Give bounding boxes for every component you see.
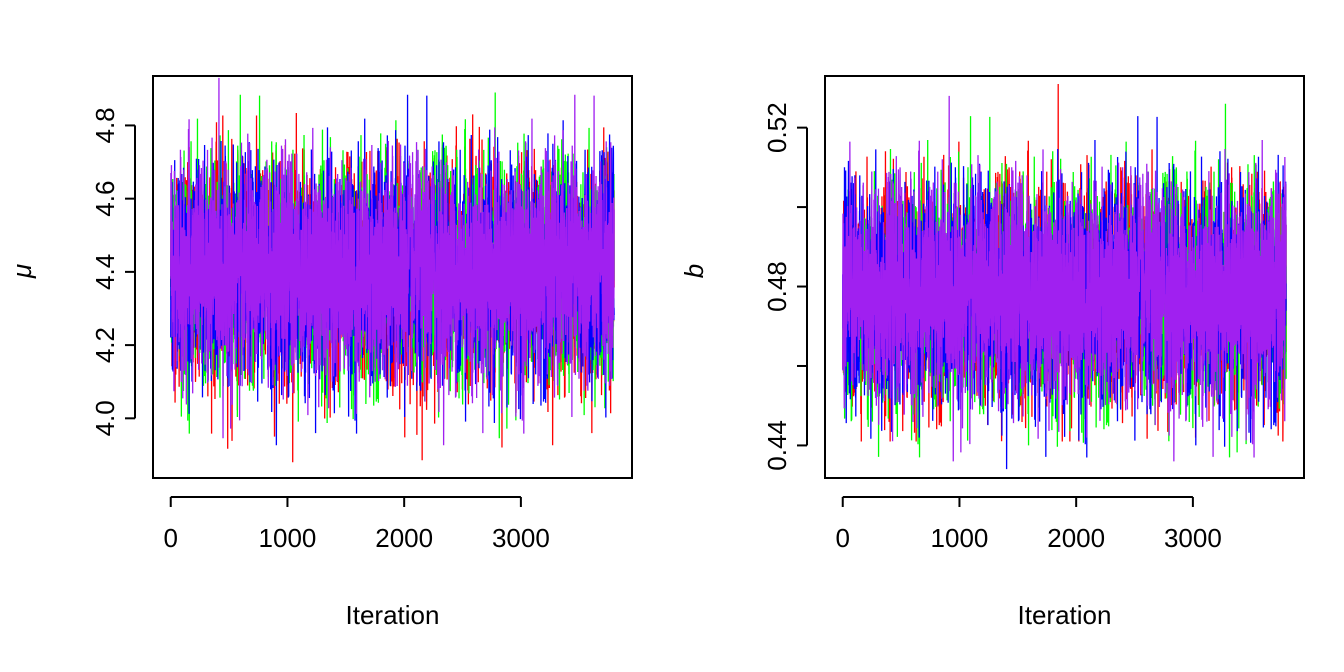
x-tick-label: 0 xyxy=(836,523,850,553)
y-tick-label: 4.0 xyxy=(90,400,120,436)
x-tick-label: 0 xyxy=(164,523,178,553)
x-tick-label: 3000 xyxy=(492,523,550,553)
trace-panel-b: 0 1000 2000 3000 0.44 0.48 0.52 Iteration b xyxy=(679,75,1305,630)
series-layer xyxy=(170,77,615,463)
y-tick-label: 0.48 xyxy=(762,261,792,312)
plot-frame xyxy=(824,75,1305,479)
y-tick-label: 4.4 xyxy=(90,254,120,290)
chain-4-trace xyxy=(170,77,615,446)
x-axis: 0 1000 2000 3000 xyxy=(164,496,550,553)
y-axis: 0.44 0.48 0.52 xyxy=(762,102,808,471)
y-tick-label: 4.8 xyxy=(90,107,120,143)
x-axis-title: Iteration xyxy=(1018,600,1112,630)
x-axis-title: Iteration xyxy=(346,600,440,630)
x-tick-label: 2000 xyxy=(375,523,433,553)
y-axis-title: μ xyxy=(7,264,37,279)
y-axis-title: b xyxy=(679,264,709,278)
y-axis: 4.0 4.2 4.4 4.6 4.8 xyxy=(90,107,136,436)
x-tick-label: 1000 xyxy=(931,523,989,553)
series-layer xyxy=(842,83,1287,470)
x-axis: 0 1000 2000 3000 xyxy=(836,496,1222,553)
plot-frame xyxy=(152,75,633,479)
y-tick-label: 4.6 xyxy=(90,181,120,217)
x-tick-label: 2000 xyxy=(1047,523,1105,553)
chain-4-trace xyxy=(842,95,1287,462)
x-tick-label: 1000 xyxy=(259,523,317,553)
x-tick-label: 3000 xyxy=(1164,523,1222,553)
y-tick-label: 0.52 xyxy=(762,102,792,153)
y-tick-label: 0.44 xyxy=(762,420,792,471)
y-tick-label: 4.2 xyxy=(90,327,120,363)
trace-panel-mu: 0 1000 2000 3000 4.04.24.44.64.8 Iteration … xyxy=(7,75,633,630)
